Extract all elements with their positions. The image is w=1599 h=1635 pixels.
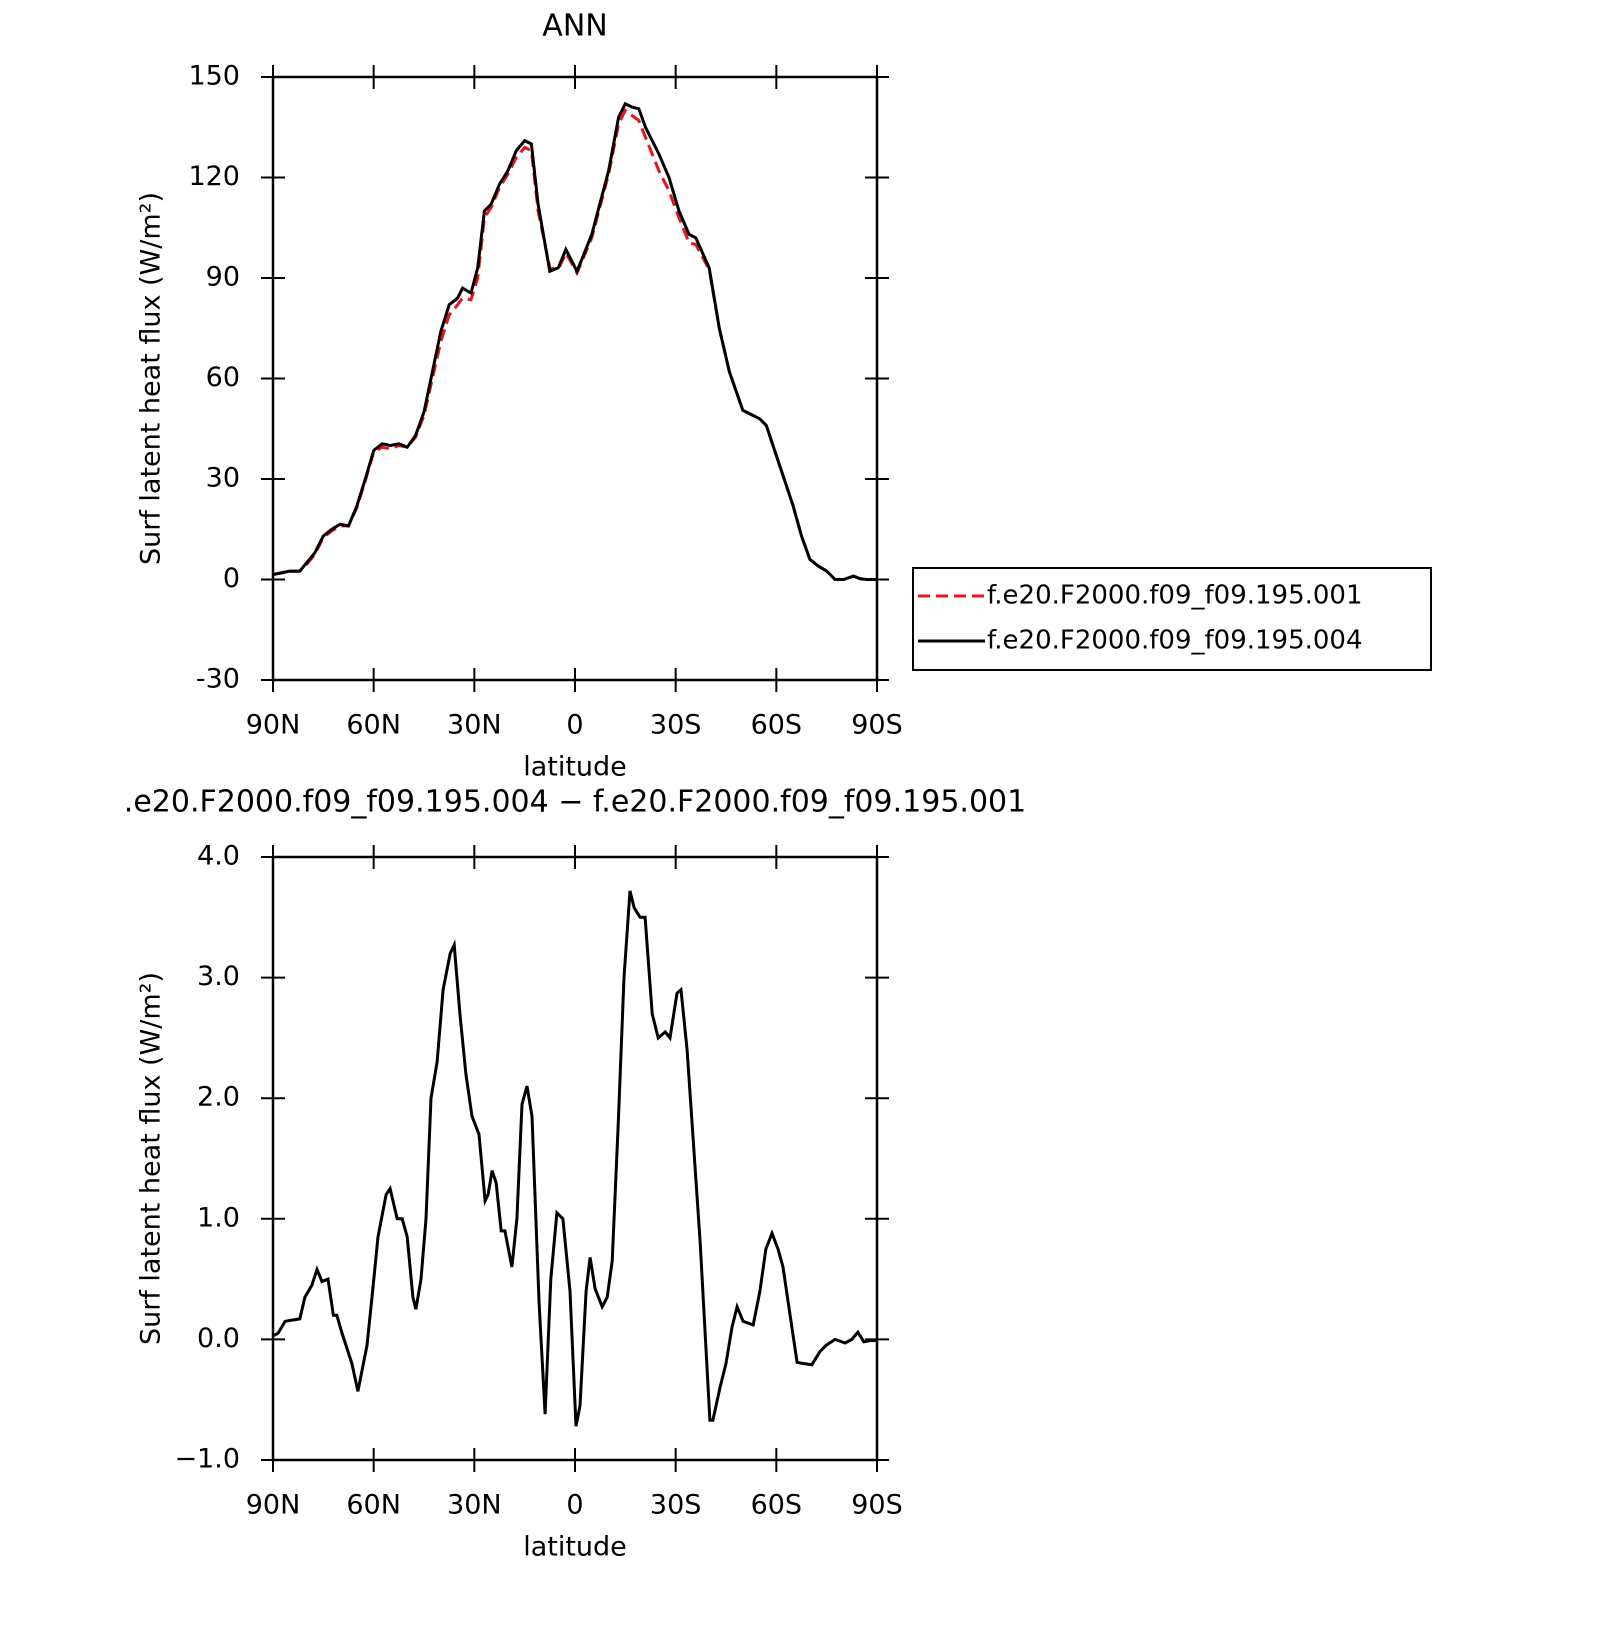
y-tick-label: −1.0 (174, 1444, 240, 1475)
y-tick-label: 4.0 (197, 841, 240, 872)
x-tick-label: 30S (650, 1490, 702, 1521)
y-tick-label: 60 (206, 362, 240, 393)
y-tick-label: 2.0 (197, 1082, 240, 1113)
x-tick-label: 90N (246, 710, 301, 741)
y-tick-label: 150 (188, 61, 240, 92)
y-tick-label: 0 (223, 563, 240, 594)
legend-label: f.e20.F2000.f09_f09.195.004 (987, 626, 1363, 656)
plot-frame (271, 75, 879, 682)
data-line (272, 101, 877, 581)
x-tick-label: 30N (447, 710, 502, 741)
y-tick-label: 30 (206, 463, 240, 494)
y-tick-label: 90 (206, 262, 240, 293)
x-tick-label: 60N (346, 1490, 401, 1521)
plot-frame (271, 855, 879, 1462)
y-tick-label: 1.0 (197, 1202, 240, 1233)
x-tick-label: 90S (851, 710, 903, 741)
chart-title: .e20.F2000.f09_f09.195.004 − f.e20.F2000… (124, 785, 1026, 820)
x-tick-label: 90S (851, 1490, 903, 1521)
legend-box (912, 567, 1432, 671)
x-tick-label: 30S (650, 710, 702, 741)
data-line (272, 890, 877, 1427)
y-tick-label: 0.0 (197, 1323, 240, 1354)
x-axis-label: latitude (523, 1532, 627, 1563)
legend-label: f.e20.F2000.f09_f09.195.001 (987, 581, 1363, 611)
x-tick-label: 60S (751, 1490, 803, 1521)
x-tick-label: 0 (566, 1490, 583, 1521)
chart-title: ANN (542, 9, 607, 44)
y-tick-label: 120 (188, 161, 240, 192)
data-line (272, 108, 877, 581)
y-axis-label: Surf latent heat flux (W/m²) (136, 192, 167, 565)
y-tick-label: 3.0 (197, 961, 240, 992)
y-tick-label: -30 (196, 664, 240, 695)
y-axis-label: Surf latent heat flux (W/m²) (136, 972, 167, 1345)
x-tick-label: 90N (246, 1490, 301, 1521)
x-tick-label: 30N (447, 1490, 502, 1521)
x-axis-label: latitude (523, 752, 627, 783)
x-tick-label: 60S (751, 710, 803, 741)
x-tick-label: 0 (566, 710, 583, 741)
x-tick-label: 60N (346, 710, 401, 741)
